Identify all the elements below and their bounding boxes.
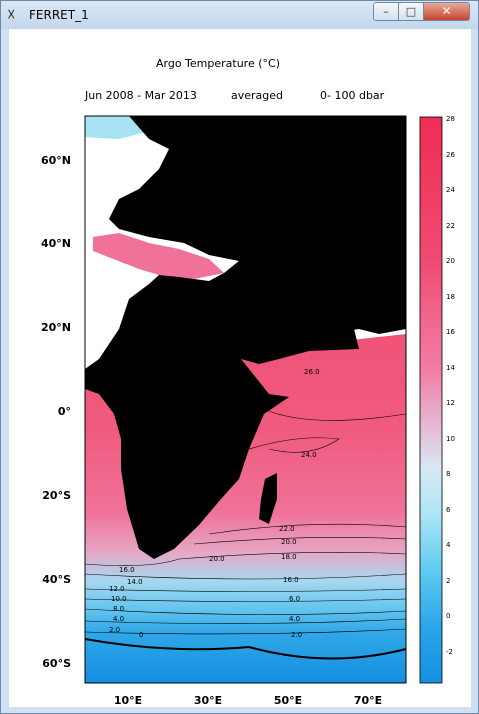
colorbar-tick-label: -2 bbox=[446, 648, 453, 656]
x-tick-label: 50°E bbox=[274, 694, 302, 707]
depth-range: 0- 100 dbar bbox=[320, 89, 385, 102]
colorbar-tick-label: 20 bbox=[446, 257, 455, 265]
y-tick-label: 20°S bbox=[42, 489, 71, 502]
contour-label: 10.0 bbox=[111, 595, 127, 603]
plot-area: Argo Temperature (°C) Jun 2008 - Mar 201… bbox=[9, 29, 471, 707]
contour-label: 16.0 bbox=[283, 576, 299, 584]
colorbar: 28 26 24 22 20 18 16 14 12 10 8 6 4 2 0 … bbox=[419, 115, 455, 684]
contour-label: 6.0 bbox=[289, 595, 300, 603]
contour-lines bbox=[84, 408, 407, 635]
colorbar-tick-label: 6 bbox=[446, 506, 451, 514]
colorbar-tick-label: 10 bbox=[446, 435, 455, 443]
window-title: FERRET_1 bbox=[29, 8, 89, 22]
x-tick-label: 30°E bbox=[194, 694, 222, 707]
contour-label: 24.0 bbox=[301, 451, 317, 459]
y-tick-label: 40°S bbox=[42, 573, 71, 586]
colorbar-tick-label: 16 bbox=[446, 328, 455, 336]
colorbar-tick-label: 8 bbox=[446, 470, 450, 478]
title-bar[interactable]: ☓ FERRET_1 – □ ✕ bbox=[1, 1, 478, 29]
close-button[interactable]: ✕ bbox=[424, 2, 470, 21]
contour-label: 4.0 bbox=[113, 615, 124, 623]
contour-label: 22.0 bbox=[279, 525, 295, 533]
y-axis: 60°N 40°N 20°N 0° 20°S 40°S 60°S bbox=[41, 154, 71, 670]
contour-label: 12.0 bbox=[109, 585, 125, 593]
colorbar-tick-label: 28 bbox=[446, 115, 455, 123]
contour-labels: 26.0 24.0 22.0 20.0 18.0 16.0 14.0 20.0 … bbox=[109, 368, 320, 639]
contour-label: 2.0 bbox=[291, 631, 302, 639]
colorbar-tick-label: 18 bbox=[446, 293, 455, 301]
colorbar-tick-label: 4 bbox=[446, 541, 451, 549]
colorbar-tick-label: 12 bbox=[446, 399, 455, 407]
contour-label: 18.0 bbox=[281, 553, 297, 561]
colorbar-tick-label: 14 bbox=[446, 364, 455, 372]
colorbar-tick-label: 24 bbox=[446, 186, 455, 194]
x-logo-icon: ☓ bbox=[7, 5, 16, 24]
contour-label: 0 bbox=[139, 631, 143, 639]
colorbar-tick-label: 2 bbox=[446, 577, 450, 585]
minimize-button[interactable]: – bbox=[373, 2, 399, 21]
contour-label: 20.0 bbox=[281, 538, 297, 546]
colorbar-tick-label: 22 bbox=[446, 222, 455, 230]
argo-temperature-map: Argo Temperature (°C) Jun 2008 - Mar 201… bbox=[41, 57, 455, 707]
contour-label: 8.0 bbox=[113, 605, 124, 613]
y-tick-label: 40°N bbox=[41, 237, 71, 250]
colorbar-tick-label: 26 bbox=[446, 151, 455, 159]
plot-title: Argo Temperature (°C) bbox=[156, 57, 280, 70]
contour-label: 26.0 bbox=[304, 368, 320, 376]
contour-label: 20.0 bbox=[209, 555, 225, 563]
x-tick-label: 70°E bbox=[354, 694, 382, 707]
averaged-label: averaged bbox=[231, 89, 283, 102]
y-tick-label: 20°N bbox=[41, 321, 71, 334]
maximize-button[interactable]: □ bbox=[399, 2, 424, 21]
map-frame bbox=[84, 115, 407, 684]
colorbar-tick-label: 0 bbox=[446, 612, 450, 620]
contour-label: 2.0 bbox=[109, 626, 120, 634]
contour-label: 4.0 bbox=[289, 615, 300, 623]
zero-contour bbox=[84, 638, 407, 660]
window-controls: – □ ✕ bbox=[373, 2, 470, 21]
time-range: Jun 2008 - Mar 2013 bbox=[84, 89, 197, 102]
x-axis: 10°E 30°E 50°E 70°E bbox=[114, 694, 382, 707]
y-tick-label: 60°S bbox=[42, 657, 71, 670]
x-tick-label: 10°E bbox=[114, 694, 142, 707]
contour-label: 14.0 bbox=[127, 578, 143, 586]
y-tick-label: 60°N bbox=[41, 154, 71, 167]
y-tick-label: 0° bbox=[58, 405, 71, 418]
contour-label: 16.0 bbox=[119, 566, 135, 574]
